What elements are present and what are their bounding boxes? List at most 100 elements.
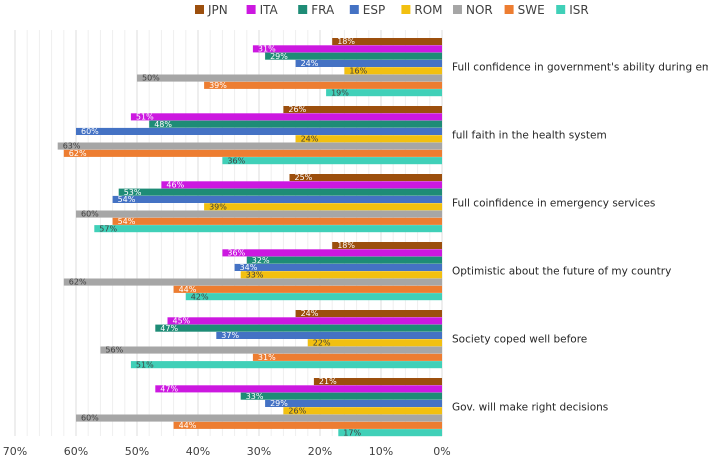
x-tick-label: 60% bbox=[64, 445, 88, 458]
bar-nor bbox=[100, 346, 443, 354]
bar-fra bbox=[118, 188, 442, 196]
data-label-jpn: 26% bbox=[288, 105, 306, 114]
data-label-nor: 60% bbox=[81, 414, 99, 423]
data-label-esp: 24% bbox=[301, 59, 319, 68]
bar-rom bbox=[344, 67, 442, 75]
legend-swatch-fra bbox=[298, 5, 308, 14]
bar-fra bbox=[246, 256, 442, 264]
data-label-rom: 26% bbox=[288, 406, 306, 415]
data-label-jpn: 21% bbox=[319, 377, 337, 386]
bar-isr bbox=[185, 293, 443, 301]
data-label-ita: 46% bbox=[166, 181, 184, 190]
bar-ita bbox=[130, 113, 442, 121]
bar-jpn bbox=[332, 38, 442, 46]
bar-esp bbox=[234, 263, 442, 271]
bar-jpn bbox=[295, 310, 442, 318]
legend-label-jpn: JPN bbox=[207, 3, 228, 17]
data-label-jpn: 18% bbox=[337, 37, 355, 46]
bar-isr bbox=[130, 361, 442, 369]
bar-swe bbox=[173, 421, 442, 429]
bar-ita bbox=[161, 181, 442, 189]
legend-swatch-esp bbox=[349, 5, 359, 14]
bar-esp bbox=[295, 59, 442, 67]
category-label: Full coinfidence in emergency services bbox=[452, 198, 655, 210]
data-label-ita: 47% bbox=[160, 385, 178, 394]
bar-ita bbox=[222, 249, 442, 257]
bar-isr bbox=[222, 157, 442, 165]
category-label: Gov. will make right decisions bbox=[452, 402, 608, 414]
legend-swatch-rom bbox=[401, 5, 411, 14]
bar-swe bbox=[204, 81, 442, 89]
data-label-rom: 16% bbox=[349, 66, 367, 75]
data-label-rom: 24% bbox=[301, 134, 319, 143]
bar-fra bbox=[265, 52, 442, 60]
bar-isr bbox=[326, 89, 442, 97]
bar-isr bbox=[94, 225, 443, 233]
bar-jpn bbox=[313, 378, 442, 386]
data-label-esp: 37% bbox=[221, 331, 239, 340]
bar-fra bbox=[155, 324, 443, 332]
data-label-swe: 31% bbox=[258, 353, 276, 362]
data-label-isr: 51% bbox=[136, 360, 154, 369]
category-label: Society coped well before bbox=[452, 334, 587, 346]
data-label-isr: 19% bbox=[331, 88, 349, 97]
data-label-ita: 36% bbox=[227, 249, 245, 258]
legend: JPN ITA FRA ESP ROM NOR SWE ISR bbox=[195, 3, 589, 17]
data-label-esp: 29% bbox=[270, 399, 288, 408]
bar-nor bbox=[76, 414, 442, 422]
legend-label-fra: FRA bbox=[311, 3, 335, 17]
data-label-esp: 34% bbox=[240, 263, 258, 272]
bar-swe bbox=[252, 353, 442, 361]
data-label-fra: 33% bbox=[246, 392, 264, 401]
x-tick-label: 0% bbox=[433, 445, 450, 458]
bar-fra bbox=[149, 120, 442, 128]
data-label-nor: 50% bbox=[142, 74, 160, 83]
x-tick-label: 70% bbox=[3, 445, 27, 458]
data-label-swe: 62% bbox=[69, 149, 87, 158]
bar-rom bbox=[204, 203, 442, 211]
bars: 18%31%29%24%16%50%39%19%26%51%48%60%24%6… bbox=[57, 37, 443, 437]
bar-esp bbox=[265, 399, 442, 407]
data-label-nor: 63% bbox=[63, 142, 81, 151]
data-label-fra: 53% bbox=[124, 188, 142, 197]
bar-esp bbox=[76, 127, 442, 135]
bar-nor bbox=[63, 278, 443, 286]
data-label-esp: 54% bbox=[118, 195, 136, 204]
bar-nor bbox=[137, 74, 442, 82]
data-label-isr: 17% bbox=[343, 428, 361, 437]
grid-lines bbox=[14, 30, 443, 436]
data-label-rom: 39% bbox=[209, 202, 227, 211]
data-label-jpn: 25% bbox=[295, 173, 313, 182]
legend-swatch-jpn bbox=[195, 5, 204, 14]
legend-swatch-nor bbox=[453, 5, 462, 14]
data-label-rom: 33% bbox=[246, 270, 264, 279]
data-label-swe: 39% bbox=[209, 81, 227, 90]
bar-jpn bbox=[289, 174, 442, 182]
legend-label-esp: ESP bbox=[363, 3, 385, 17]
category-label: Optimistic about the future of my countr… bbox=[452, 266, 671, 278]
legend-swatch-swe bbox=[504, 5, 514, 14]
bar-fra bbox=[240, 392, 442, 400]
bar-rom bbox=[283, 407, 442, 415]
data-label-fra: 32% bbox=[252, 256, 270, 265]
bar-ita bbox=[155, 385, 443, 393]
legend-label-nor: NOR bbox=[466, 3, 493, 17]
bar-swe bbox=[112, 217, 442, 225]
category-label: Full confidence in government's ability … bbox=[452, 62, 708, 74]
data-label-isr: 57% bbox=[99, 224, 117, 233]
data-label-rom: 22% bbox=[313, 338, 331, 347]
data-label-fra: 47% bbox=[160, 324, 178, 333]
data-label-swe: 44% bbox=[179, 285, 197, 294]
bar-swe bbox=[63, 149, 443, 157]
bar-rom bbox=[295, 135, 442, 143]
bar-rom bbox=[307, 339, 442, 347]
data-label-nor: 56% bbox=[105, 346, 123, 355]
bar-esp bbox=[216, 331, 442, 339]
legend-label-ita: ITA bbox=[260, 3, 279, 17]
legend-swatch-isr bbox=[556, 5, 566, 14]
data-label-nor: 62% bbox=[69, 278, 87, 287]
bar-nor bbox=[57, 142, 442, 150]
x-tick-label: 50% bbox=[125, 445, 149, 458]
data-label-swe: 44% bbox=[179, 421, 197, 430]
